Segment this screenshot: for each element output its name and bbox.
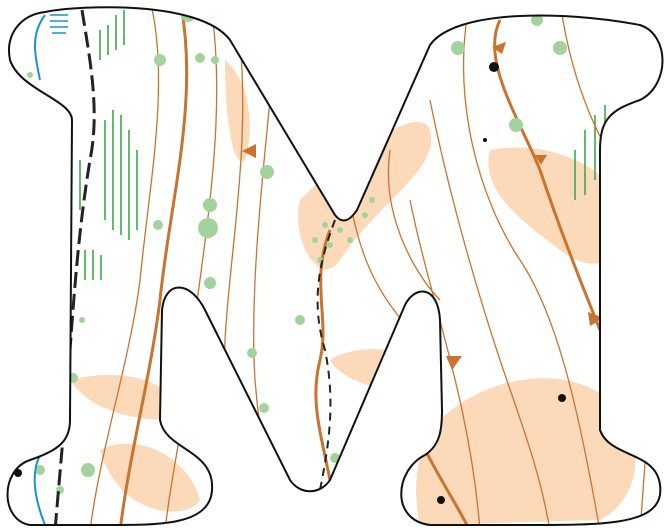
point-feature — [558, 394, 566, 402]
point-feature — [489, 62, 499, 72]
point-feature — [437, 496, 445, 504]
track — [53, 9, 96, 525]
feature-marker — [535, 155, 547, 165]
feature-marker — [588, 312, 604, 326]
stream — [34, 14, 46, 81]
marsh — [50, 14, 68, 34]
path — [316, 219, 336, 491]
stream — [33, 454, 46, 525]
green-stripes — [79, 10, 606, 280]
feature-marker — [492, 42, 506, 54]
feature-marker — [446, 356, 462, 370]
point-feature — [483, 138, 487, 142]
feature-marker — [242, 144, 256, 158]
